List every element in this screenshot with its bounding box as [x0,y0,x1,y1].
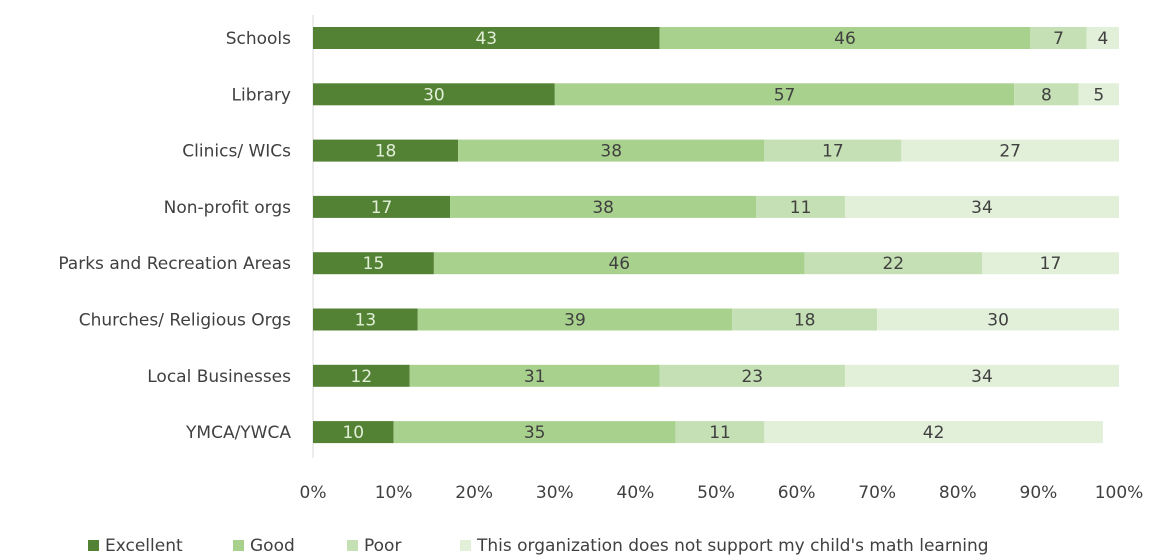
data-label: 43 [475,29,497,49]
data-label: 17 [1040,254,1062,274]
bar-segment [981,252,1119,275]
data-label: 23 [741,367,763,387]
bar-segment [764,421,1103,444]
bar-segment [844,195,1119,218]
bar-segment [458,139,765,162]
data-label: 7 [1053,29,1064,49]
bar-segment [313,308,418,331]
x-tick-label: 70% [858,483,896,503]
category-labels: Schools Library Clinics/ WICs Non-profit or… [58,29,291,443]
bar-segment [756,195,845,218]
data-label: 5 [1093,85,1104,105]
data-label: 10 [342,423,364,443]
bar-segment [1030,27,1087,49]
data-label: 13 [355,311,377,331]
data-label: 17 [371,198,393,218]
legend-swatch [88,540,99,551]
x-tick-label: 30% [536,483,574,503]
data-label: 57 [774,85,796,105]
data-label: 46 [608,254,630,274]
bar-segment [313,27,660,49]
bar-segment [1086,27,1119,49]
data-label: 17 [822,142,844,162]
category-label: Schools [226,29,291,49]
bar-segment [313,139,459,162]
bar-segment [313,195,451,218]
data-label: 18 [794,311,816,331]
legend-label: This organization does not support my ch… [476,536,989,556]
data-label: 22 [882,254,904,274]
bar-segment [393,421,676,444]
bar-segment [901,139,1119,162]
category-label: Churches/ Religious Orgs [79,311,291,331]
category-label: Library [232,85,291,105]
data-label: 11 [709,423,731,443]
bars-group: 43 46 7 4 30 57 8 5 18 38 17 27 17 38 11 34 15 46 22 17 13 39… [313,27,1119,444]
bar-segment [804,252,982,275]
x-tick-label: 80% [939,483,977,503]
data-label: 42 [923,423,945,443]
bar-segment [877,308,1119,331]
x-tick-label: 40% [617,483,655,503]
bar-segment [659,27,1031,49]
category-label: Non-profit orgs [164,198,291,218]
category-label: Local Businesses [147,367,291,387]
legend: Excellent Good Poor This organization does … [88,536,989,556]
legend-swatch [460,540,471,551]
x-axis-tick-labels: 0% 10% 20% 30% 40% 50% 60% 70% 80% 90% 100% [300,483,1144,503]
data-label: 30 [423,85,445,105]
data-label: 4 [1097,29,1108,49]
data-label: 11 [790,198,812,218]
bar-segment [450,195,757,218]
bar-segment [764,139,902,162]
category-label: Clinics/ WICs [182,142,291,162]
bar-segment [675,421,765,444]
data-label: 38 [592,198,614,218]
data-label: 34 [971,198,993,218]
data-label: 31 [524,367,546,387]
bar-segment [313,252,434,275]
data-label: 46 [834,29,856,49]
legend-swatch [347,540,358,551]
legend-label: Excellent [105,536,183,556]
category-label: Parks and Recreation Areas [58,254,291,274]
legend-label: Poor [364,536,401,556]
bar-segment [659,364,845,387]
data-label: 18 [375,142,397,162]
legend-label: Good [250,536,295,556]
data-label: 27 [999,142,1021,162]
x-tick-label: 10% [375,483,413,503]
bar-segment [417,308,733,331]
bar-segment [313,83,555,106]
bar-segment [313,421,394,444]
x-tick-label: 0% [300,483,327,503]
x-tick-label: 50% [697,483,735,503]
bar-segment [1014,83,1079,106]
data-label: 12 [351,367,373,387]
bar-segment [732,308,878,331]
data-label: 8 [1041,85,1052,105]
data-label: 30 [987,311,1009,331]
data-label: 34 [971,367,993,387]
legend-swatch [233,540,244,551]
x-tick-label: 100% [1095,483,1144,503]
category-label: YMCA/YWCA [185,423,291,443]
data-label: 39 [564,311,586,331]
bar-segment [1078,83,1119,106]
data-label: 35 [524,423,546,443]
bar-segment [844,364,1119,387]
x-tick-label: 20% [455,483,493,503]
x-tick-label: 60% [778,483,816,503]
data-label: 15 [363,254,385,274]
bar-segment [554,83,1015,106]
bar-segment [409,364,660,387]
bar-segment [433,252,805,275]
bar-segment [313,364,410,387]
data-label: 38 [600,142,622,162]
x-tick-label: 90% [1020,483,1058,503]
